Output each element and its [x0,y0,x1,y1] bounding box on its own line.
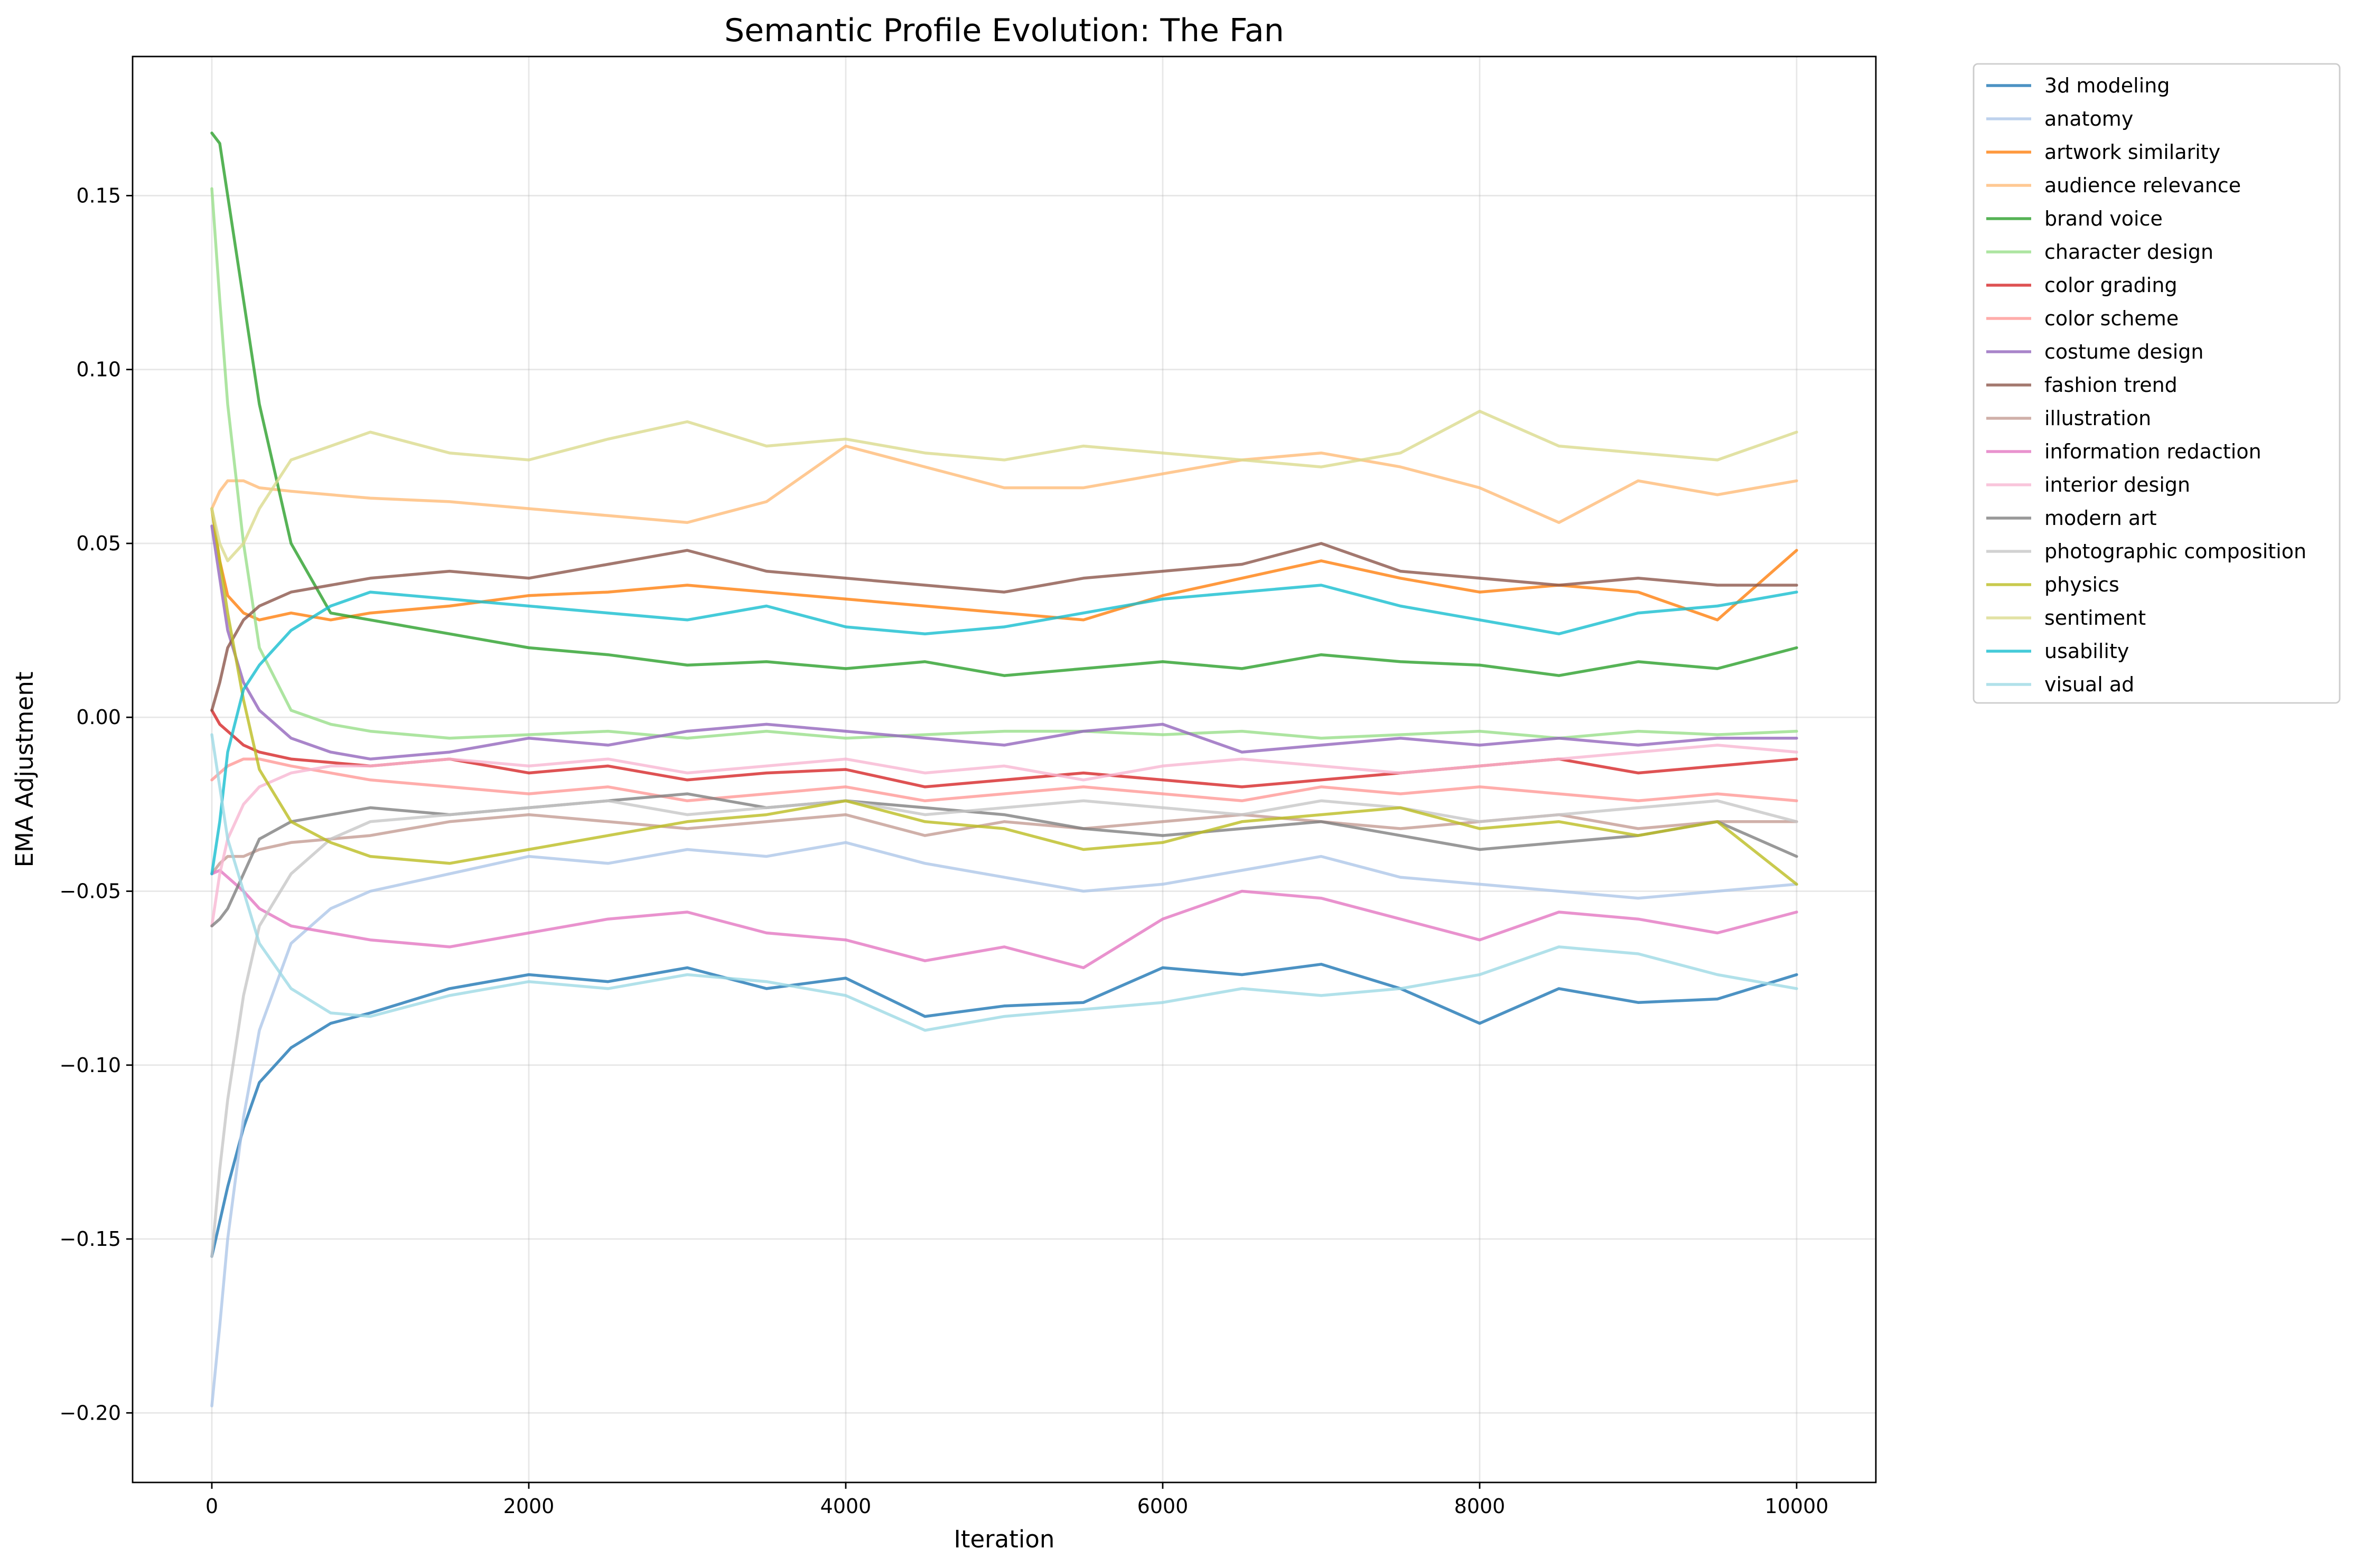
series-line-costume-design [210,524,1798,760]
y-axis: −0.20 −0.15 −0.10 −0.05 0.00 0.05 0.10 0.15 [60,184,133,1424]
series-line-physics [210,507,1798,886]
x-tick-label: 8000 [1454,1495,1506,1518]
legend-label-visual-ad: visual ad [2044,673,2134,696]
series-line-color-scheme [210,757,1798,803]
y-tick-label: −0.15 [60,1227,121,1251]
series-line-audience-relevance [210,444,1798,524]
series-line-brand-voice [210,132,1798,677]
legend-label-anatomy: anatomy [2044,107,2133,130]
legend-label-3d-modeling: 3d modeling [2044,74,2170,97]
legend-label-artwork-similarity: artwork similarity [2044,140,2220,164]
series-line-3d-modeling [210,963,1798,1258]
y-tick-label: 0.05 [76,532,121,555]
legend-label-color-grading: color grading [2044,274,2178,297]
y-tick-label: 0.10 [76,358,121,381]
legend-label-color-scheme: color scheme [2044,307,2179,330]
plot-area-frame [132,55,1877,1484]
series-line-usability [210,584,1798,876]
series-line-information-redaction [210,869,1798,970]
x-tick-label: 2000 [503,1495,555,1518]
legend-label-brand-voice: brand voice [2044,207,2163,230]
y-axis-label: EMA Adjustment [11,672,39,868]
legend-label-illustration: illustration [2044,407,2151,430]
series-line-visual-ad [210,733,1798,1032]
chart-title: Semantic Profile Evolution: The Fan [724,12,1284,49]
series-line-illustration [210,813,1798,876]
series-line-fashion-trend [210,542,1798,712]
x-axis: 0 2000 4000 6000 8000 10000 [205,1482,1829,1518]
legend-label-usability: usability [2044,640,2129,663]
x-tick-label: 6000 [1137,1495,1189,1518]
legend-label-modern-art: modern art [2044,506,2157,530]
y-tick-label: −0.10 [60,1054,121,1077]
series-line-interior-design [210,744,1798,928]
legend-label-interior-design: interior design [2044,473,2190,496]
x-tick-label: 4000 [820,1495,872,1518]
legend-box [1973,63,2341,704]
legend-label-fashion-trend: fashion trend [2044,373,2178,397]
series-line-artwork-similarity [210,507,1798,622]
legend-label-photographic-composition: photographic composition [2044,540,2306,563]
series-line-anatomy [210,841,1798,1407]
legend-label-audience-relevance: audience relevance [2044,174,2241,197]
y-tick-label: 0.00 [76,706,121,729]
series-line-sentiment [210,409,1798,562]
legend-label-character-design: character design [2044,240,2213,264]
legend-label-information-redaction: information redaction [2044,440,2261,463]
series-line-photographic-composition [210,799,1798,1258]
x-axis-label: Iteration [954,1525,1055,1553]
x-tick-label: 0 [205,1495,218,1518]
y-tick-label: 0.15 [76,184,121,207]
x-tick-label: 10000 [1765,1495,1829,1518]
legend-label-physics: physics [2044,573,2119,596]
series-layer [210,132,1798,1407]
legend-label-sentiment: sentiment [2044,606,2146,630]
y-tick-label: −0.05 [60,879,121,903]
legend: 3d modeling anatomy artwork similarity audi… [1973,63,2341,704]
y-tick-label: −0.20 [60,1401,121,1424]
legend-label-costume-design: costume design [2044,340,2203,363]
